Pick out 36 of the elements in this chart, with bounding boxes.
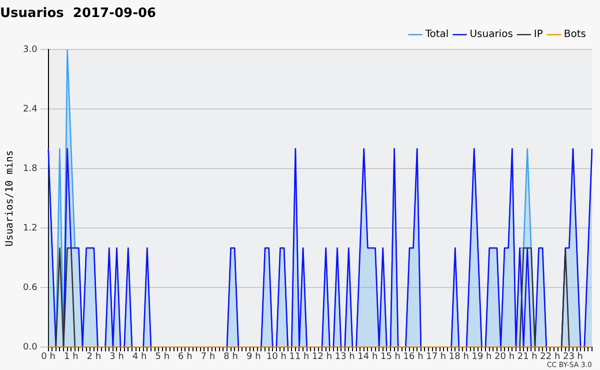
- y-tick-label: 3.0: [22, 44, 38, 55]
- y-tick-label: 1.2: [22, 224, 38, 234]
- legend-label: IP: [534, 29, 543, 40]
- x-tick-label: 7 h: [200, 352, 216, 362]
- x-tick-label: 23 h: [562, 352, 584, 362]
- x-tick-label: 14 h: [358, 352, 378, 362]
- x-tick-label: 21 h: [517, 352, 538, 362]
- x-tick-label: 16 h: [403, 352, 424, 362]
- x-tick-label: 2 h: [86, 352, 102, 362]
- x-tick-label: 20 h: [494, 352, 515, 362]
- x-tick-label: 0 h: [41, 352, 56, 362]
- x-tick-label: 11 h: [289, 352, 310, 362]
- y-tick-label: 2.4: [22, 104, 38, 114]
- x-tick-label: 17 h: [426, 352, 446, 362]
- chart-title: Usuarios 2017-09-06: [0, 6, 156, 22]
- x-tick-label: 3 h: [110, 352, 124, 362]
- y-tick-label: 0.0: [22, 342, 38, 353]
- legend-label: Usuarios: [470, 29, 513, 40]
- x-tick-label: 4 h: [132, 352, 147, 362]
- y-tick-label: 1.8: [22, 164, 38, 174]
- x-tick-label: 6 h: [178, 352, 192, 362]
- x-tick-label: 8 h: [224, 352, 238, 362]
- x-tick-label: 13 h: [334, 352, 355, 362]
- x-tick-label: 12 h: [312, 352, 332, 362]
- y-tick-label: 0.6: [22, 283, 38, 294]
- legend-label: Total: [424, 29, 449, 40]
- x-tick-label: 5 h: [155, 352, 170, 362]
- x-tick-label: 18 h: [448, 352, 469, 362]
- x-tick-label: 1 h: [64, 352, 78, 362]
- x-tick-label: 9 h: [246, 352, 261, 362]
- x-tick-label: 10 h: [266, 352, 286, 362]
- x-tick-label: 15 h: [380, 352, 401, 362]
- x-tick-label: 22 h: [540, 352, 560, 362]
- x-tick-label: 19 h: [472, 352, 492, 362]
- y-axis-title: Usuarios/10 mins: [4, 150, 16, 247]
- legend-label: Bots: [564, 29, 586, 40]
